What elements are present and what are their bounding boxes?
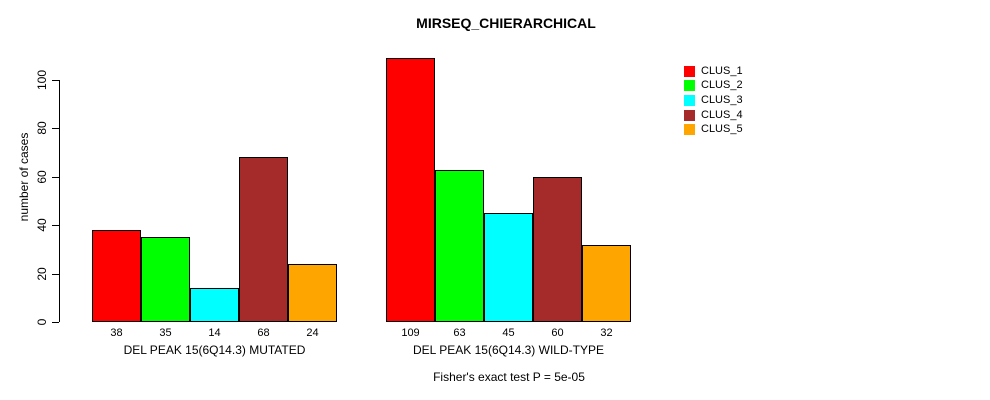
bar-clus_1-group2 <box>386 58 435 322</box>
y-tick-label: 20 <box>35 266 49 281</box>
bar-value-label: 68 <box>257 327 270 339</box>
legend-label: CLUS_4 <box>701 108 743 121</box>
y-tick-mark <box>52 128 59 130</box>
y-tick-mark <box>52 273 59 275</box>
legend-item-clus_5: CLUS_5 <box>684 124 743 136</box>
y-tick-mark <box>52 80 59 81</box>
y-tick-label: 0 <box>35 318 49 326</box>
bar-clus_3-group2 <box>484 213 533 322</box>
legend-item-clus_3: CLUS_3 <box>684 94 743 106</box>
y-tick-mark <box>52 225 59 227</box>
bar-value-label: 14 <box>208 327 221 339</box>
bar-clus_5-group1 <box>288 263 337 322</box>
legend-label: CLUS_2 <box>701 79 743 92</box>
bar-clus_4-group1 <box>239 157 288 322</box>
group-label: DEL PEAK 15(6Q14.3) WILD-TYPE <box>413 343 604 357</box>
bar-value-label: 38 <box>110 327 123 339</box>
bar-clus_3-group1 <box>190 288 239 322</box>
y-tick-label: 40 <box>35 218 49 232</box>
bar-value-label: 60 <box>551 327 564 339</box>
legend-swatch-clus_1 <box>684 65 695 77</box>
bar-clus_1-group1 <box>92 230 141 322</box>
bar-value-label: 35 <box>159 327 172 339</box>
bar-clus_2-group1 <box>141 237 190 322</box>
bar-value-label: 109 <box>401 327 420 339</box>
legend-item-clus_1: CLUS_1 <box>684 65 743 77</box>
bar-value-label: 45 <box>502 327 515 339</box>
legend-swatch-clus_4 <box>684 109 695 121</box>
y-tick-mark <box>52 176 59 178</box>
y-axis-label: number of cases <box>17 132 31 222</box>
legend-swatch-clus_3 <box>684 94 695 106</box>
legend-label: CLUS_5 <box>701 123 743 136</box>
y-axis-line <box>59 80 60 322</box>
y-tick-label: 60 <box>35 170 49 184</box>
group-label: DEL PEAK 15(6Q14.3) MUTATED <box>123 343 306 357</box>
y-tick-mark <box>52 322 59 323</box>
legend-label: CLUS_1 <box>701 64 743 77</box>
bar-value-label: 32 <box>600 327 613 339</box>
y-tick-label: 80 <box>35 121 49 136</box>
legend-swatch-clus_2 <box>684 80 695 92</box>
legend-swatch-clus_5 <box>684 124 695 136</box>
legend-item-clus_2: CLUS_2 <box>684 80 743 92</box>
legend-item-clus_4: CLUS_4 <box>684 109 743 121</box>
bar-clus_4-group2 <box>533 176 582 322</box>
annotation-text: Fisher's exact test P = 5e-05 <box>433 370 585 384</box>
bar-clus_2-group2 <box>435 169 484 322</box>
chart-title: MIRSEQ_CHIERARCHICAL <box>416 15 596 31</box>
bar-value-label: 24 <box>306 327 319 339</box>
legend-label: CLUS_3 <box>701 93 743 106</box>
bar-value-label: 63 <box>453 327 466 339</box>
bar-clus_5-group2 <box>582 244 631 322</box>
y-tick-label: 100 <box>35 69 49 91</box>
